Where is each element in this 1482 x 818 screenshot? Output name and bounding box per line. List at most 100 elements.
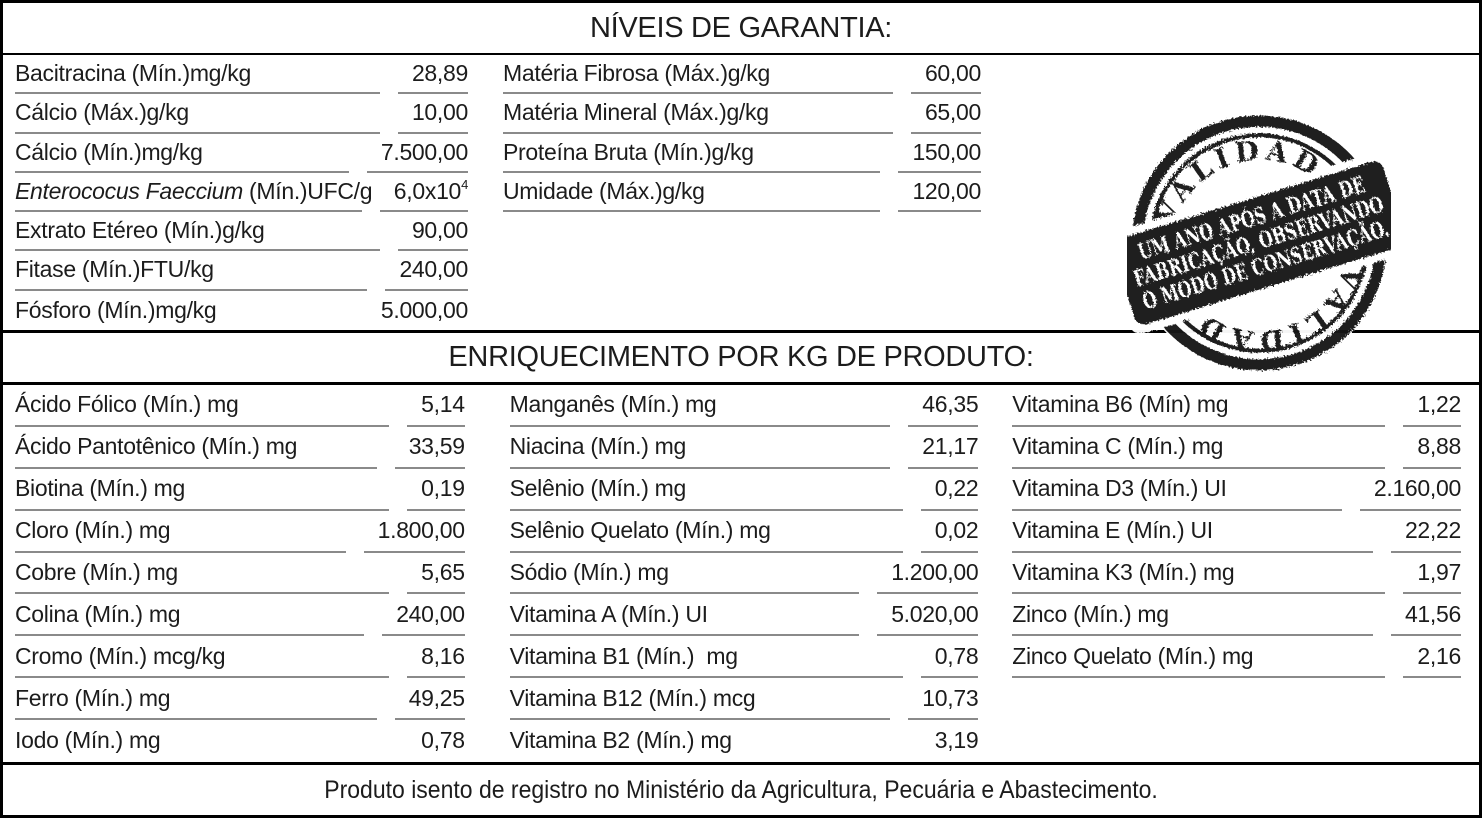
nutrient-label: Vitamina D3 (Mín.) UI	[1012, 469, 1342, 511]
registration-footer: Produto isento de registro no Ministério…	[3, 762, 1479, 815]
row-gap	[364, 594, 382, 636]
row-gap	[380, 212, 398, 251]
stamp-banner: UM ANO APÓS A DATA DE FABRICAÇÃO, OBSERV…	[1127, 152, 1391, 334]
row-gap	[380, 55, 398, 94]
table-row: Umidade (Máx.)g/kg 120,00	[503, 173, 981, 213]
table-row: Ácido Fólico (Mín.) mg 5,14	[15, 385, 465, 427]
table-row: Matéria Mineral (Máx.)g/kg 65,00	[503, 94, 981, 134]
nutrient-label: Sódio (Mín.) mg	[509, 553, 860, 595]
nutrient-label: Proteína Bruta (Mín.)g/kg	[503, 134, 881, 173]
table-row: Fósforo (Mín.)mg/kg 5.000,00	[15, 291, 468, 330]
table-row: Zinco Quelato (Mín.) mg 2,16	[1012, 636, 1461, 679]
nutrient-value: 150,00	[898, 134, 981, 173]
nutrient-value: 7.500,00	[366, 134, 468, 173]
table-row: Cromo (Mín.) mcg/kg 8,16	[15, 636, 465, 679]
nutrient-value: 5,14	[407, 385, 465, 427]
nutrient-value: 0,22	[920, 469, 979, 511]
nutrient-label: Matéria Fibrosa (Máx.)g/kg	[503, 55, 893, 95]
table-row: Enterococus Faeccium (Mín.)UFC/g 6,0x10 4	[15, 173, 468, 213]
nutrient-label: Vitamina B2 (Mín.) mg	[509, 727, 732, 754]
nutrient-label: Enterococus Faeccium (Mín.)UFC/g	[15, 173, 373, 213]
table-row: Biotina (Mín.) mg 0,19	[15, 469, 465, 511]
nutrient-label: Vitamina A (Mín.) UI	[509, 594, 860, 637]
nutrient-value: 28,89	[397, 55, 468, 95]
nutrient-value: 5,65	[407, 553, 465, 595]
table-row: Cloro (Mín.) mg 1.800,00	[15, 511, 465, 553]
nutrient-value: 120,00	[898, 173, 981, 213]
row-gap	[1385, 636, 1403, 678]
enrichment-column-1: Ácido Fólico (Mín.) mg 5,14 Ácido Pantot…	[15, 385, 465, 762]
row-gap	[903, 636, 921, 678]
table-row: Fitase (Mín.)FTU/kg 240,00	[15, 251, 468, 291]
table-row: Vitamina D3 (Mín.) UI 2.160,00	[1012, 469, 1461, 511]
row-gap	[367, 251, 385, 290]
table-row: Vitamina B6 (Mín) mg 1,22	[1012, 385, 1461, 427]
row-gap	[1342, 469, 1360, 511]
column-gutter	[465, 385, 510, 762]
nutrient-label: Vitamina E (Mín.) UI	[1012, 511, 1373, 553]
table-row: Iodo (Mín.) mg 0,78	[15, 720, 465, 762]
nutrient-label: Niacina (Mín.) mg	[509, 427, 891, 469]
nutrient-value: 2,16	[1403, 636, 1461, 679]
table-row: Niacina (Mín.) mg 21,17	[509, 427, 979, 469]
table-row: Selênio (Mín.) mg 0,22	[509, 469, 979, 511]
row-gap	[859, 553, 877, 595]
nutrient-label: Biotina (Mín.) mg	[15, 469, 390, 511]
row-gap	[880, 173, 898, 212]
nutrient-value: 6,0x10 4	[379, 173, 468, 213]
row-gap	[377, 427, 395, 469]
nutrient-value: 0,78	[421, 727, 465, 754]
row-gap	[349, 291, 367, 330]
nutrient-label: Iodo (Mín.) mg	[15, 727, 161, 754]
nutrient-label: Matéria Mineral (Máx.)g/kg	[503, 94, 893, 134]
nutrient-label: Cálcio (Mín.)mg/kg	[15, 134, 349, 173]
registration-text: Produto isento de registro no Ministério…	[324, 775, 1158, 804]
nutrient-label: Vitamina B12 (Mín.) mcg	[509, 678, 891, 720]
nutrient-label: Selênio Quelato (Mín.) mg	[509, 511, 903, 553]
row-gap	[893, 55, 911, 94]
row-gap	[362, 173, 380, 212]
column-gutter	[468, 55, 503, 330]
row-gap	[859, 594, 877, 636]
row-gap	[903, 469, 921, 511]
table-row: Proteína Bruta (Mín.)g/kg 150,00	[503, 134, 981, 173]
nutrient-value: 60,00	[910, 55, 981, 95]
nutrient-value: 8,88	[1403, 427, 1461, 469]
nutrient-label: Selênio (Mín.) mg	[509, 469, 903, 511]
enrichment-column-2: Manganês (Mín.) mg 46,35 Niacina (Mín.) …	[509, 385, 979, 762]
nutrient-label: Vitamina K3 (Mín.) mg	[1012, 553, 1386, 595]
table-row: Vitamina A (Mín.) UI 5.020,00	[509, 594, 979, 637]
table-row: Vitamina B2 (Mín.) mg 3,19	[510, 720, 979, 762]
table-row: Cálcio (Máx.)g/kg 10,00	[15, 94, 468, 134]
nutrient-value: 0,02	[920, 511, 979, 553]
row-gap	[903, 720, 921, 762]
nutrient-label: Fósforo (Mín.)mg/kg	[15, 296, 217, 323]
table-row: Ácido Pantotênico (Mín.) mg 33,59	[15, 427, 465, 469]
table-row: Vitamina K3 (Mín.) mg 1,97	[1012, 553, 1461, 595]
nutrient-label: Bacitracina (Mín.)mg/kg	[15, 55, 380, 95]
nutrient-value: 240,00	[385, 251, 468, 291]
row-gap	[377, 678, 395, 720]
nutrient-value: 2.160,00	[1359, 469, 1461, 511]
row-gap	[890, 678, 908, 720]
enrichment-table: Ácido Fólico (Mín.) mg 5,14 Ácido Pantot…	[3, 385, 1479, 762]
nutrient-value: 5.020,00	[877, 594, 979, 637]
row-gap	[389, 636, 407, 678]
nutrient-value: 10,00	[397, 94, 468, 134]
nutrient-value: 1.200,00	[877, 553, 979, 595]
row-gap	[890, 385, 908, 427]
nutrient-value: 90,00	[397, 212, 468, 252]
table-row: Extrato Etéreo (Mín.)g/kg 90,00	[15, 212, 468, 252]
nutrient-label: Vitamina B6 (Mín) mg	[1012, 385, 1386, 427]
nutrient-label: Colina (Mín.) mg	[15, 594, 365, 637]
table-row: Vitamina B12 (Mín.) mcg 10,73	[509, 678, 979, 720]
row-gap	[389, 469, 407, 511]
nutrient-value: 10,73	[908, 678, 979, 720]
row-gap	[389, 720, 407, 762]
table-row: Zinco (Mín.) mg 41,56	[1012, 594, 1461, 637]
column-gutter	[978, 385, 1012, 762]
nutrient-label: Umidade (Máx.)g/kg	[503, 173, 881, 213]
nutrient-value: 49,25	[394, 678, 465, 720]
nutrient-value: 1.800,00	[363, 511, 465, 553]
nutrient-label: Cloro (Mín.) mg	[15, 511, 346, 553]
